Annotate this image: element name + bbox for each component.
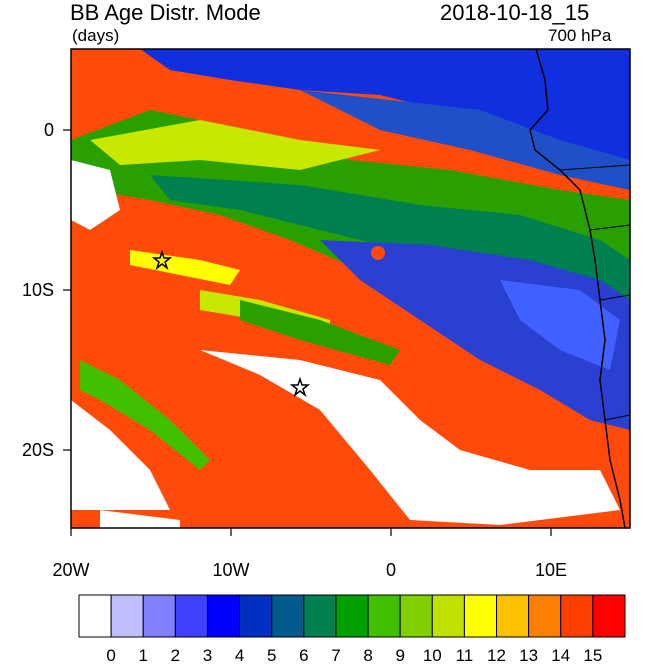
colorbar-swatch [592, 594, 626, 638]
colorbar-swatch [560, 594, 594, 638]
lon-label-10w: 10W [212, 560, 250, 580]
colorbar-label: 9 [395, 646, 405, 665]
colorbar-swatch [496, 594, 530, 638]
datetime-label: 2018-10-18_15 [440, 0, 590, 25]
units-label: (days) [72, 26, 120, 45]
colorbar-label: 14 [551, 646, 571, 665]
colorbar-swatch [110, 594, 144, 638]
map-title: BB Age Distr. Mode [70, 0, 261, 25]
country-borders [559, 164, 631, 421]
axis-ticks [63, 129, 552, 536]
colorbar-swatch [239, 594, 273, 638]
colorbar-swatch [206, 594, 241, 638]
colorbar-label: 15 [583, 646, 603, 665]
colorbar-label: 5 [266, 646, 277, 665]
colorbar-label: 11 [455, 646, 474, 665]
lat-label-20s: 20S [21, 440, 54, 460]
lat-label-0: 0 [43, 120, 54, 140]
star-marker-2 [289, 376, 311, 398]
age-field [71, 49, 630, 528]
star-markers [151, 249, 311, 398]
colorbar-label: 13 [519, 646, 539, 665]
colorbar-label: 8 [363, 646, 373, 665]
colorbar-swatch [335, 594, 369, 638]
star-marker-1 [151, 249, 173, 271]
colorbar-swatch [367, 594, 401, 638]
colorbar-label: 1 [138, 646, 148, 665]
colorbar-label: 3 [202, 646, 213, 665]
colorbar-label: 12 [487, 646, 506, 665]
colorbar-swatch [303, 594, 337, 638]
colorbar-swatch [142, 594, 176, 638]
lat-label-10s: 10S [21, 280, 54, 300]
colorbar-swatch [174, 594, 208, 638]
colorbar-swatch [78, 594, 112, 638]
colorbar-label: 2 [170, 646, 181, 665]
colorbar-label: 0 [106, 646, 116, 665]
coastline [529, 48, 626, 529]
pressure-level-label: 700 hPa [548, 26, 612, 45]
colorbar-swatch [528, 594, 562, 638]
colorbar-label: 10 [422, 646, 442, 665]
colorbar-label: 7 [331, 646, 341, 665]
colorbar-label: 6 [299, 646, 309, 665]
lon-label-20w: 20W [52, 560, 90, 580]
colorbar-swatch [431, 594, 465, 638]
colorbar-label: 4 [234, 646, 245, 665]
lon-label-10e: 10E [534, 560, 568, 580]
colorbar-swatch [271, 594, 305, 638]
colorbar-swatch [399, 594, 433, 638]
lon-label-0: 0 [385, 560, 396, 580]
colorbar [78, 594, 626, 638]
colorbar-swatch [463, 594, 498, 638]
